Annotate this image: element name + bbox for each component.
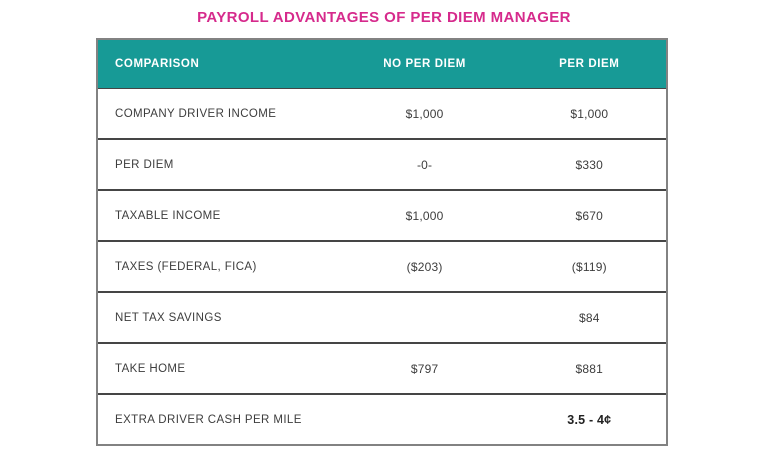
no-per-diem-value xyxy=(337,293,513,342)
per-diem-value: $1,000 xyxy=(570,106,609,121)
row-label: NET TAX SAVINGS xyxy=(115,311,222,324)
table-header-row: COMPARISON NO PER DIEM PER DIEM xyxy=(98,40,666,88)
no-per-diem-value: -0- xyxy=(416,157,433,172)
row-label: TAXES (FEDERAL, FICA) xyxy=(115,260,257,273)
per-diem-value: $330 xyxy=(575,157,604,172)
page-title: PAYROLL ADVANTAGES OF PER DIEM MANAGER xyxy=(197,9,571,26)
per-diem-value: $84 xyxy=(578,310,600,325)
header-no-per-diem: NO PER DIEM xyxy=(383,58,466,70)
header-comparison: COMPARISON xyxy=(115,58,200,70)
per-diem-value: $670 xyxy=(575,208,604,223)
row-label: TAXABLE INCOME xyxy=(115,209,221,222)
per-diem-value: ($119) xyxy=(571,259,607,274)
per-diem-value: 3.5 - 4¢ xyxy=(567,412,612,427)
header-per-diem: PER DIEM xyxy=(559,58,620,70)
row-label: EXTRA DRIVER CASH PER MILE xyxy=(115,413,302,426)
table-row: TAXES (FEDERAL, FICA) ($203) ($119) xyxy=(98,240,666,291)
no-per-diem-value xyxy=(337,395,513,444)
no-per-diem-value: ($203) xyxy=(406,259,443,274)
row-label: TAKE HOME xyxy=(115,362,186,375)
no-per-diem-value: $1,000 xyxy=(405,208,444,223)
table-row: EXTRA DRIVER CASH PER MILE 3.5 - 4¢ xyxy=(98,393,666,444)
table-row: COMPANY DRIVER INCOME $1,000 $1,000 xyxy=(98,88,666,138)
payroll-comparison-table: COMPARISON NO PER DIEM PER DIEM COMPANY … xyxy=(96,38,668,446)
per-diem-value: $881 xyxy=(575,361,604,376)
row-label: COMPANY DRIVER INCOME xyxy=(115,107,277,120)
table-row: PER DIEM -0- $330 xyxy=(98,138,666,189)
table-row: NET TAX SAVINGS $84 xyxy=(98,291,666,342)
no-per-diem-value: $797 xyxy=(410,361,439,376)
table-row: TAKE HOME $797 $881 xyxy=(98,342,666,393)
table-row: TAXABLE INCOME $1,000 $670 xyxy=(98,189,666,240)
no-per-diem-value: $1,000 xyxy=(405,106,444,121)
row-label: PER DIEM xyxy=(115,158,174,171)
